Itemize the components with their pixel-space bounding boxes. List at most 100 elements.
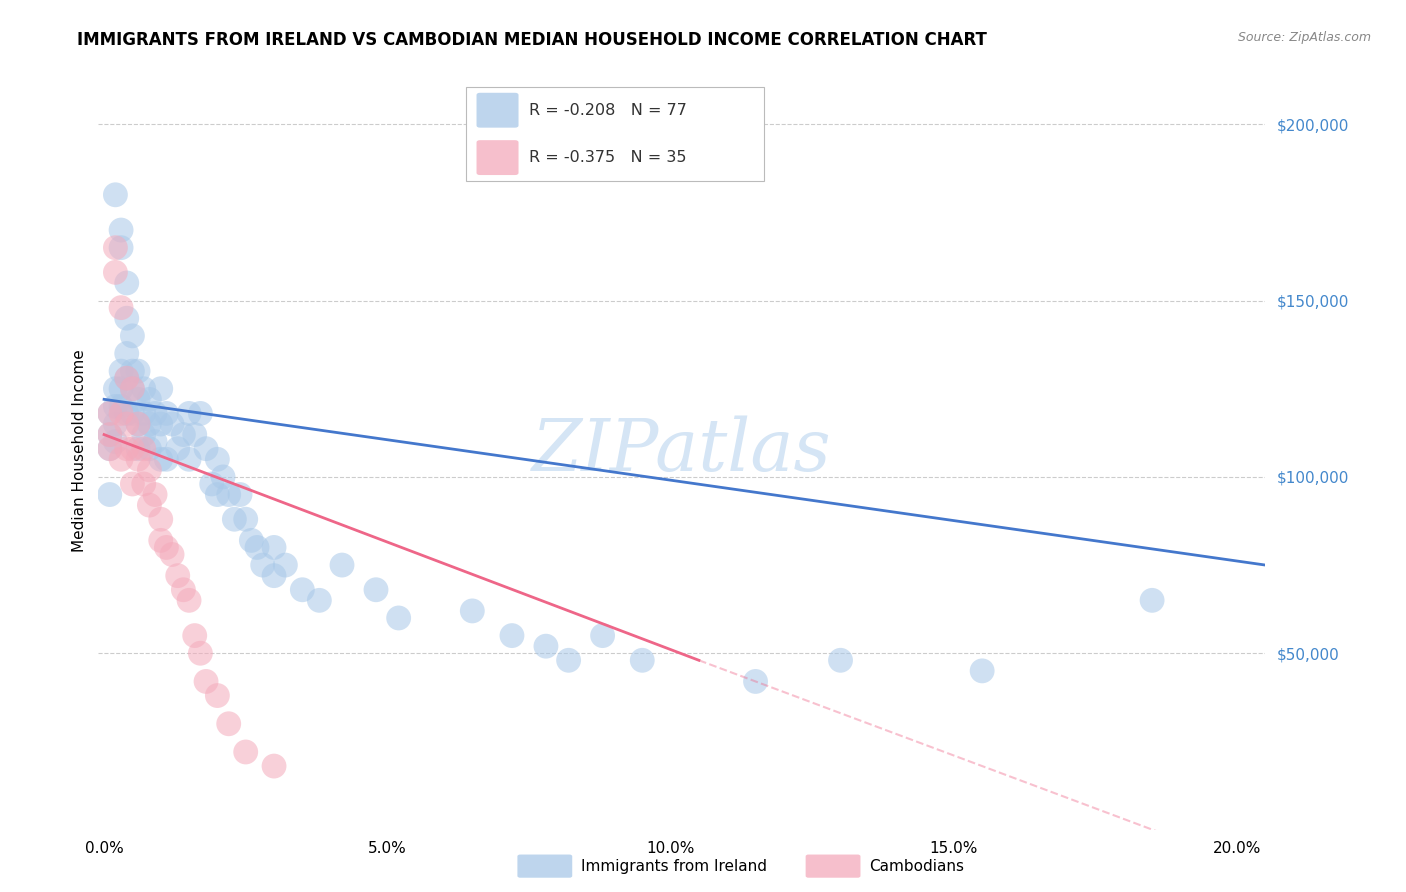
Point xyxy=(143,406,166,420)
FancyBboxPatch shape xyxy=(465,87,763,181)
Point xyxy=(172,582,194,597)
Point xyxy=(132,406,155,420)
Point xyxy=(110,364,132,378)
Point xyxy=(104,265,127,279)
Point xyxy=(190,406,212,420)
Point xyxy=(263,541,285,555)
Point xyxy=(155,406,177,420)
Point xyxy=(110,452,132,467)
FancyBboxPatch shape xyxy=(477,140,519,175)
Point xyxy=(218,716,240,731)
Point xyxy=(388,611,411,625)
Point xyxy=(121,382,143,396)
Point xyxy=(235,512,257,526)
Point xyxy=(138,392,160,407)
Point xyxy=(143,434,166,449)
Text: Cambodians: Cambodians xyxy=(869,859,965,873)
Point xyxy=(121,477,143,491)
Point xyxy=(201,477,224,491)
Point xyxy=(149,382,172,396)
Text: ZIPatlas: ZIPatlas xyxy=(531,415,832,486)
Point xyxy=(149,533,172,548)
Point xyxy=(127,452,149,467)
Point xyxy=(115,311,138,326)
Point xyxy=(291,582,314,597)
Point xyxy=(252,558,274,572)
Point xyxy=(461,604,484,618)
Point xyxy=(218,487,240,501)
Point xyxy=(104,417,127,431)
Point xyxy=(138,442,160,456)
Point xyxy=(127,442,149,456)
Point xyxy=(195,442,218,456)
Point xyxy=(212,470,235,484)
Point xyxy=(183,629,205,643)
Point xyxy=(166,568,188,582)
Point xyxy=(110,406,132,420)
Point xyxy=(224,512,246,526)
FancyBboxPatch shape xyxy=(477,93,519,128)
Point xyxy=(166,442,188,456)
Text: IMMIGRANTS FROM IRELAND VS CAMBODIAN MEDIAN HOUSEHOLD INCOME CORRELATION CHART: IMMIGRANTS FROM IRELAND VS CAMBODIAN MED… xyxy=(77,31,987,49)
Point xyxy=(121,364,143,378)
Point xyxy=(631,653,654,667)
Point xyxy=(138,498,160,512)
Point xyxy=(557,653,579,667)
Point xyxy=(246,541,269,555)
Point xyxy=(127,417,149,431)
Text: R = -0.208   N = 77: R = -0.208 N = 77 xyxy=(529,103,688,118)
Point xyxy=(155,452,177,467)
Point xyxy=(190,646,212,660)
Point xyxy=(149,512,172,526)
Point xyxy=(501,629,523,643)
Point xyxy=(172,427,194,442)
Point xyxy=(132,427,155,442)
Point xyxy=(98,406,121,420)
Point xyxy=(160,548,183,562)
Point xyxy=(308,593,330,607)
Point xyxy=(115,442,138,456)
Y-axis label: Median Household Income: Median Household Income xyxy=(72,349,87,552)
Point xyxy=(330,558,353,572)
Point xyxy=(104,434,127,449)
Point xyxy=(744,674,766,689)
Point xyxy=(138,463,160,477)
Point xyxy=(183,427,205,442)
Point xyxy=(195,674,218,689)
Point xyxy=(115,406,138,420)
Point xyxy=(207,689,229,703)
Point xyxy=(274,558,297,572)
Point xyxy=(98,487,121,501)
Point xyxy=(110,301,132,315)
Point xyxy=(98,427,121,442)
Point xyxy=(207,452,229,467)
Point xyxy=(149,452,172,467)
Point xyxy=(972,664,994,678)
Point xyxy=(149,417,172,431)
Point xyxy=(115,371,138,385)
Point xyxy=(830,653,852,667)
Point xyxy=(155,541,177,555)
Point xyxy=(160,417,183,431)
Point xyxy=(132,382,155,396)
Point xyxy=(98,442,121,456)
Point xyxy=(98,406,121,420)
Point xyxy=(138,417,160,431)
Point xyxy=(132,442,155,456)
Point xyxy=(263,759,285,773)
Point xyxy=(121,382,143,396)
Text: Source: ZipAtlas.com: Source: ZipAtlas.com xyxy=(1237,31,1371,45)
Point xyxy=(104,241,127,255)
Point xyxy=(110,382,132,396)
Point xyxy=(177,593,200,607)
Point xyxy=(110,223,132,237)
Point xyxy=(110,400,132,414)
Point xyxy=(98,427,121,442)
Point xyxy=(177,452,200,467)
Point xyxy=(229,487,252,501)
Point xyxy=(104,382,127,396)
Text: Immigrants from Ireland: Immigrants from Ireland xyxy=(581,859,766,873)
Point xyxy=(235,745,257,759)
Point xyxy=(263,568,285,582)
Point xyxy=(364,582,387,597)
